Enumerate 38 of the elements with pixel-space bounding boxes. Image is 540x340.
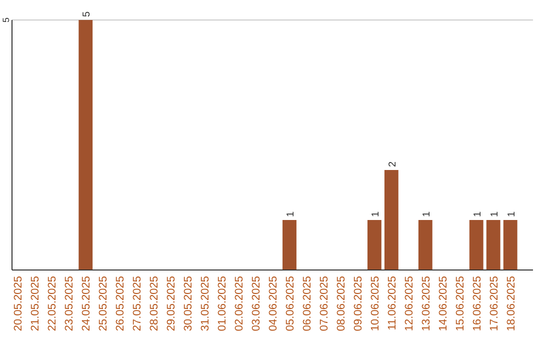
x-tick-label: 09.06.2025 bbox=[352, 276, 364, 332]
x-tick-label: 24.05.2025 bbox=[80, 276, 93, 332]
x-tick-label: 28.05.2025 bbox=[148, 276, 161, 332]
x-tick-label: 13.06.2025 bbox=[420, 276, 432, 332]
x-tick-label: 15.06.2025 bbox=[454, 276, 466, 332]
x-tick-label: 07.06.2025 bbox=[318, 276, 330, 332]
data-label: 1 bbox=[506, 211, 518, 217]
x-tick-label: 16.06.2025 bbox=[471, 276, 484, 332]
x-tick-label: 04.06.2025 bbox=[267, 276, 280, 332]
data-label: 1 bbox=[421, 211, 432, 217]
x-tick-label: 08.06.2025 bbox=[335, 276, 348, 332]
data-label: 1 bbox=[370, 211, 382, 217]
x-tick-label: 03.06.2025 bbox=[250, 276, 263, 332]
data-label: 1 bbox=[285, 211, 296, 217]
data-label: 5 bbox=[82, 11, 93, 17]
x-tick-label: 18.06.2025 bbox=[505, 276, 518, 332]
x-tick-label: 31.05.2025 bbox=[200, 276, 212, 332]
x-tick-label: 25.05.2025 bbox=[98, 276, 110, 332]
x-tick-label: 23.05.2025 bbox=[64, 276, 76, 332]
x-tick-label: 14.06.2025 bbox=[437, 276, 450, 332]
x-tick-label: 30.05.2025 bbox=[182, 276, 195, 332]
x-tick-label: 22.05.2025 bbox=[46, 276, 59, 332]
x-tick-label: 01.06.2025 bbox=[216, 276, 229, 332]
x-tick-label: 05.06.2025 bbox=[284, 276, 296, 332]
x-tick-label: 17.06.2025 bbox=[488, 276, 500, 332]
x-tick-label: 02.06.2025 bbox=[234, 276, 246, 332]
data-label: 2 bbox=[387, 161, 398, 167]
x-tick-label: 29.05.2025 bbox=[166, 276, 178, 332]
x-tick-label: 12.06.2025 bbox=[403, 276, 416, 332]
x-tick-label: 10.06.2025 bbox=[369, 276, 382, 332]
x-tick-label: 06.06.2025 bbox=[301, 276, 314, 332]
x-tick-label: 20.05.2025 bbox=[12, 276, 25, 332]
x-tick-label: 26.05.2025 bbox=[114, 276, 127, 332]
data-label: 1 bbox=[472, 211, 484, 217]
x-tick-label: 11.06.2025 bbox=[386, 276, 398, 330]
data-label: 1 bbox=[489, 211, 500, 217]
x-tick-label: 27.05.2025 bbox=[132, 276, 144, 332]
x-tick-label: 21.05.2025 bbox=[30, 276, 42, 332]
